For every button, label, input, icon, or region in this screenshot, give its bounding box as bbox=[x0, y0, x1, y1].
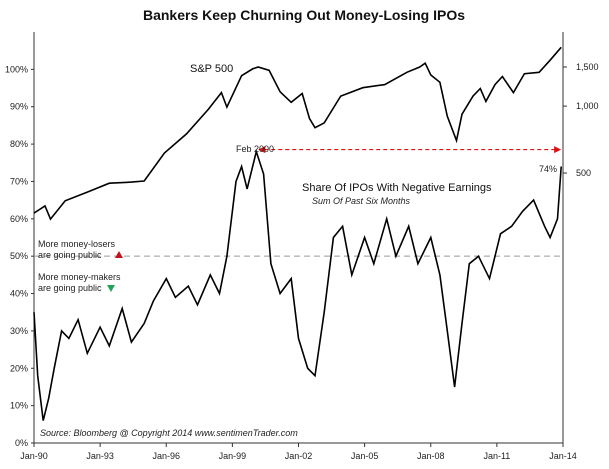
series-label: Share Of IPOs With Negative Earnings bbox=[302, 182, 492, 194]
x-tick-label: Jan-02 bbox=[285, 451, 313, 461]
x-tick-label: Jan-96 bbox=[152, 451, 180, 461]
x-tick-label: Jan-08 bbox=[417, 451, 445, 461]
sp500-label: S&P 500 bbox=[190, 63, 233, 75]
left-tick-label: 30% bbox=[10, 326, 28, 336]
left-tick-label: 0% bbox=[15, 438, 28, 448]
arrow-head-right bbox=[554, 146, 562, 154]
left-tick-label: 60% bbox=[10, 214, 28, 224]
x-tick-label: Jan-11 bbox=[483, 451, 510, 461]
left-tick-label: 70% bbox=[10, 176, 28, 186]
left-tick-label: 20% bbox=[10, 363, 28, 373]
right-tick-label: 500 bbox=[576, 168, 591, 178]
arrow-head-left bbox=[258, 146, 266, 154]
left-tick-label: 80% bbox=[10, 139, 28, 149]
series-line-sp500 bbox=[33, 46, 562, 221]
down-triangle-icon bbox=[107, 285, 115, 292]
series-line-negative-earnings bbox=[33, 148, 562, 421]
end-value-label: 74% bbox=[539, 164, 557, 174]
x-axis-ticks: Jan-90 Jan-93 Jan-96 Jan-99 Jan-02 Jan-05 Jan-… bbox=[20, 443, 577, 461]
makers-note-line2: are going public bbox=[38, 283, 102, 293]
series-sublabel: Sum Of Past Six Months bbox=[312, 196, 411, 206]
left-tick-label: 100% bbox=[5, 64, 28, 74]
x-tick-label: Jan-05 bbox=[351, 451, 379, 461]
losers-note-line1: More money-losers bbox=[38, 239, 116, 249]
x-tick-label: Jan-99 bbox=[219, 451, 247, 461]
left-tick-label: 10% bbox=[10, 401, 28, 411]
source-note: Source: Bloomberg @ Copyright 2014 www.s… bbox=[40, 428, 298, 438]
x-tick-label: Jan-14 bbox=[549, 451, 577, 461]
right-tick-label: 1,500 bbox=[576, 62, 599, 72]
left-axis-ticks: 0% 10% 20% 30% 40% 50% 60% 70% 80% 90% 100% bbox=[5, 64, 34, 448]
peak-label: Feb 2000 bbox=[236, 144, 274, 154]
left-tick-label: 90% bbox=[10, 102, 28, 112]
makers-note-line1: More money-makers bbox=[38, 272, 121, 282]
right-tick-label: 1,000 bbox=[576, 101, 599, 111]
left-tick-label: 40% bbox=[10, 289, 28, 299]
chart-title: Bankers Keep Churning Out Money-Losing I… bbox=[143, 7, 465, 23]
up-triangle-icon bbox=[115, 251, 123, 258]
left-tick-label: 50% bbox=[10, 251, 28, 261]
right-axis-ticks: 500 1,000 1,500 bbox=[563, 62, 599, 178]
x-tick-label: Jan-90 bbox=[20, 451, 48, 461]
x-tick-label: Jan-93 bbox=[86, 451, 114, 461]
losers-note-line2: are going public bbox=[38, 250, 102, 260]
